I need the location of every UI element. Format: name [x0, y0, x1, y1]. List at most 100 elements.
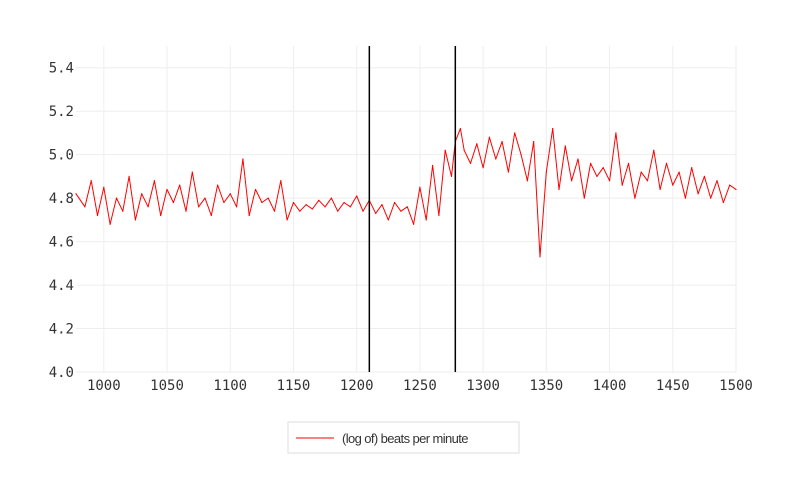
data-point	[299, 210, 301, 212]
data-point	[691, 167, 693, 169]
data-point	[710, 197, 712, 199]
data-point	[577, 158, 579, 160]
data-point	[103, 186, 105, 188]
y-tick-label: 4.0	[49, 365, 74, 381]
data-point	[267, 197, 269, 199]
y-tick-label: 4.6	[49, 235, 74, 251]
data-point	[109, 223, 111, 225]
data-point	[463, 149, 465, 151]
data-point	[539, 256, 541, 258]
data-point	[697, 193, 699, 195]
data-point	[608, 180, 611, 182]
data-point	[469, 162, 472, 164]
data-point	[356, 195, 358, 197]
data-point	[672, 184, 674, 186]
data-point	[394, 201, 396, 204]
y-tick-label: 5.0	[49, 148, 74, 164]
data-point	[615, 132, 617, 134]
y-tick-label: 4.4	[49, 278, 74, 294]
data-point	[501, 141, 503, 143]
data-point	[261, 201, 263, 204]
data-point	[419, 186, 421, 188]
data-point	[90, 180, 92, 182]
data-point	[400, 210, 402, 212]
x-tick-label: 1300	[466, 378, 500, 394]
data-point	[210, 214, 212, 217]
data-point	[166, 188, 168, 191]
data-point	[716, 180, 718, 182]
data-point	[185, 210, 187, 212]
data-point	[217, 184, 219, 186]
data-point	[115, 197, 118, 199]
data-point	[147, 206, 149, 208]
data-point	[640, 171, 642, 173]
data-point	[571, 180, 573, 182]
data-point	[141, 193, 143, 195]
data-point	[223, 201, 225, 204]
data-point	[602, 167, 604, 169]
data-point	[646, 180, 649, 182]
y-tick-labels: 4.0 4.2 4.4 4.6 4.8 5.0 5.2 5.4	[49, 61, 74, 381]
data-point	[412, 223, 415, 225]
data-point	[684, 197, 687, 199]
data-point	[589, 162, 592, 164]
data-point	[292, 201, 295, 204]
data-point	[96, 214, 99, 217]
data-point	[488, 136, 491, 138]
x-tick-label: 1500	[719, 378, 753, 394]
data-point	[558, 188, 560, 191]
data-point	[229, 193, 231, 195]
data-point	[375, 212, 377, 214]
data-point	[242, 158, 244, 160]
x-tick-label: 1250	[403, 378, 437, 394]
data-point	[362, 210, 364, 212]
series-layer	[75, 127, 737, 258]
data-point	[653, 149, 655, 151]
legend-label: (log of) beats per minute	[342, 431, 468, 446]
data-point	[459, 127, 461, 130]
data-point	[235, 206, 238, 208]
data-point	[659, 188, 661, 191]
data-point	[621, 184, 623, 186]
data-point	[191, 171, 193, 173]
data-point	[545, 171, 547, 173]
data-point	[179, 184, 181, 186]
data-point	[204, 197, 206, 199]
data-point	[514, 132, 516, 134]
x-tick-label: 1050	[150, 378, 184, 394]
data-point	[84, 206, 86, 208]
x-tick-label: 1000	[87, 378, 121, 394]
x-tick-labels: 1000 1050 1100 1150 1200 1250 1300 1350 1400 1450…	[87, 378, 753, 394]
data-point	[280, 180, 282, 182]
legend: (log of) beats per minute	[287, 421, 520, 454]
grid-lines	[76, 46, 737, 373]
data-point	[507, 171, 510, 173]
data-point	[482, 167, 484, 169]
data-point	[425, 219, 427, 221]
data-point	[552, 127, 554, 130]
data-point	[381, 204, 383, 206]
y-tick-label: 5.4	[49, 61, 74, 77]
data-point	[438, 214, 440, 217]
x-tick-label: 1150	[277, 378, 311, 394]
data-point	[254, 188, 257, 191]
data-point	[735, 188, 737, 191]
data-point	[583, 197, 585, 199]
data-point	[286, 219, 288, 221]
data-point	[444, 149, 446, 151]
data-point	[273, 210, 276, 212]
data-point	[172, 201, 174, 204]
data-point	[311, 208, 314, 210]
data-point	[349, 206, 351, 208]
y-tick-label: 4.8	[49, 191, 74, 207]
data-point	[153, 180, 155, 182]
x-tick-label: 1200	[340, 378, 374, 394]
data-point	[406, 206, 408, 208]
data-point	[520, 154, 522, 156]
data-point	[122, 210, 124, 212]
data-point	[198, 206, 200, 208]
data-point	[128, 175, 130, 177]
x-tick-label: 1350	[529, 378, 563, 394]
